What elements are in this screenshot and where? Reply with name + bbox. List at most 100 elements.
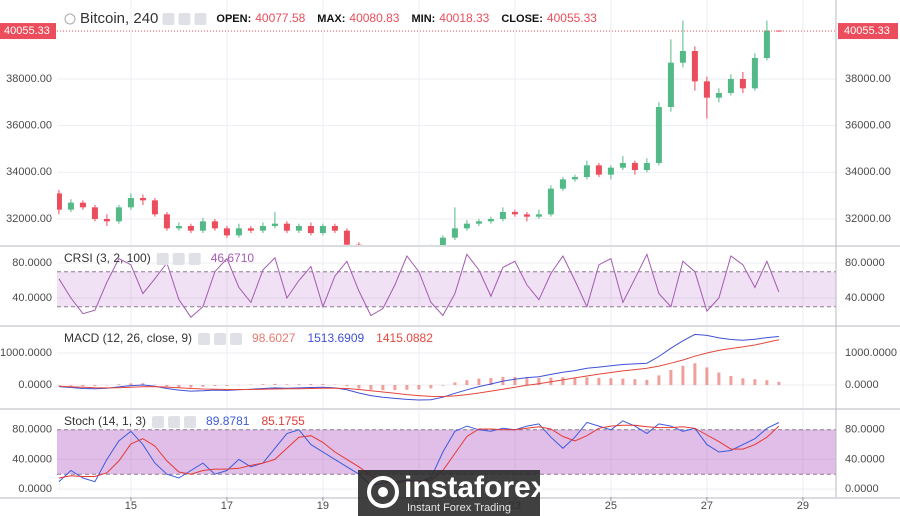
histogram-bar [441,384,445,386]
histogram-bar [753,379,757,385]
y-tick-label-right: 0.0000 [845,483,879,495]
candle-body [583,165,590,178]
histogram-bar [69,384,73,386]
candle-body [151,200,158,215]
icon [184,416,197,428]
histogram-bar [381,384,385,391]
y-tick-label: 40.0000 [12,292,52,304]
histogram-bar [573,377,577,385]
icon [214,333,227,345]
y-tick-label-right: 80.0000 [845,424,885,436]
histogram-bar [717,372,721,385]
candle-body [655,107,662,164]
indicator-title: Stoch (14, 1, 3) [64,414,146,428]
candle-body [631,163,638,171]
indicator-value: 1415.0882 [376,331,433,345]
histogram-bar [645,379,649,385]
candle-body [103,219,110,222]
histogram-bar [429,384,433,389]
y-tick-label-right: 0.0000 [845,379,879,391]
y-tick-label: 36000.00 [6,120,52,132]
y-tick-label-right: 38000.00 [845,73,891,85]
icon [188,253,201,265]
last-price-tag [838,23,898,40]
histogram-bar [513,376,517,385]
histogram-bar [141,383,145,385]
band-fill [57,429,836,475]
x-tick-label: 29 [797,500,809,512]
histogram-bar [405,384,409,390]
y-tick-label-right: 40.0000 [845,453,885,465]
candle-body [127,198,134,208]
last-price-tag [0,23,56,40]
y-tick-label: 32000.00 [6,213,52,225]
histogram-bar [633,379,637,385]
y-tick-label-right: 80.0000 [845,257,885,269]
ohlc-value: 40080.83 [349,11,399,25]
candle-body [499,212,506,220]
candle-body [91,207,98,220]
series-line [58,339,780,398]
candle-body [295,226,302,231]
histogram-bar [369,384,373,390]
series-line [58,252,780,318]
icon [172,253,185,265]
indicator-title: MACD (12, 26, close, 9) [64,331,192,345]
histogram-bar [681,365,685,385]
histogram-bar [357,384,361,389]
y-tick-label-right: 36000.00 [845,120,891,132]
y-tick-label: 80.0000 [12,257,52,269]
candle-body [319,226,326,234]
indicator-value: 98.6027 [252,331,296,345]
candle-body [199,221,206,231]
y-tick-label: 1000.0000 [0,347,52,359]
symbol-title: Bitcoin, 240 [80,10,158,27]
histogram-bar [777,381,781,385]
candle-body [523,214,530,217]
histogram-bar [489,377,493,385]
y-tick-label-right: 1000.0000 [845,347,897,359]
histogram-bar [201,384,205,387]
x-tick-label: 27 [701,500,713,512]
indicator-value: 1513.6909 [307,331,364,345]
candle-body [235,228,242,236]
histogram-bar [705,367,709,385]
candle-body [595,165,602,175]
histogram-bar [417,384,421,390]
y-tick-label-right: 40.0000 [845,292,885,304]
candle-body [331,226,338,231]
candle-body [679,51,686,63]
candle-body [727,79,734,94]
histogram-bar [477,378,481,385]
histogram-bar [345,384,349,387]
candle-body [775,30,782,32]
candle-body [643,163,650,171]
ohlc-value: 40018.33 [439,11,489,25]
y-tick-label-right: 34000.00 [845,166,891,178]
candle-body [703,81,710,98]
last-price-label: 40055.33 [4,25,50,37]
candle-body [163,214,170,229]
candle-body [439,237,446,245]
y-tick-label: 0.0000 [18,379,52,391]
candle-body [739,79,746,89]
indicator-value: 89.8781 [206,414,250,428]
last-price-label-right: 40055.33 [844,25,890,37]
histogram-bar [393,384,397,391]
histogram-bar [81,384,85,387]
candle-body [139,198,146,201]
candle-body [175,226,182,229]
candle-body [187,226,194,231]
series-line [58,333,779,401]
candle-body [247,228,254,231]
candle-body [571,177,578,180]
histogram-bar [213,384,217,386]
candle-body [451,228,458,238]
watermark-brand: instaforex [404,471,548,504]
candle-body [559,179,566,189]
candle-body [343,230,350,245]
candle-body [115,207,122,222]
icon [194,13,207,25]
histogram-bar [309,384,313,385]
pane [57,327,836,408]
